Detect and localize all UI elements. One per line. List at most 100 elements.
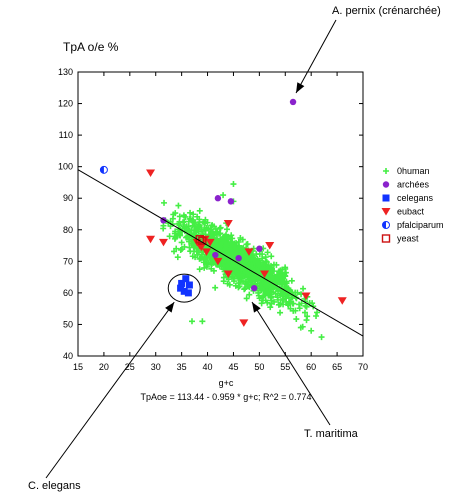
series-arch-es xyxy=(160,98,297,292)
data-point xyxy=(244,248,254,256)
data-point xyxy=(239,236,246,243)
data-point xyxy=(220,274,227,281)
data-point xyxy=(225,235,232,242)
data-point xyxy=(274,294,281,301)
legend-label: pfalciparum xyxy=(397,220,444,230)
data-point xyxy=(176,213,183,220)
regression-equation: TpAoe = 113.44 - 0.959 * g+c; R^2 = 0.77… xyxy=(141,392,312,402)
legend-item: eubact xyxy=(381,207,425,217)
legend-marker xyxy=(383,168,389,174)
data-point xyxy=(230,181,237,188)
data-point xyxy=(227,198,235,205)
legend-item: archées xyxy=(382,180,430,190)
data-point xyxy=(268,253,275,260)
y-tick-label: 90 xyxy=(63,193,73,203)
legend-label: celegans xyxy=(397,193,434,203)
legend-marker xyxy=(381,208,391,216)
data-point xyxy=(260,259,267,266)
data-point xyxy=(159,238,168,247)
data-point xyxy=(283,278,290,285)
data-point xyxy=(246,275,253,282)
data-point xyxy=(241,249,248,256)
data-point xyxy=(205,238,215,247)
data-point xyxy=(263,282,270,289)
data-point xyxy=(268,293,275,300)
legend-label: eubact xyxy=(397,207,425,217)
annotation-c-elegans: C. elegans xyxy=(28,480,81,492)
legend-label: archées xyxy=(397,180,430,190)
arrow-head xyxy=(296,82,305,93)
x-tick-label: 55 xyxy=(280,362,290,372)
data-point xyxy=(209,229,216,236)
data-point xyxy=(224,226,231,233)
y-tick-label: 50 xyxy=(63,319,73,329)
data-point xyxy=(203,224,210,231)
data-point xyxy=(256,245,263,252)
series-pfalciparum xyxy=(99,165,108,174)
arrow-shaft xyxy=(251,301,331,426)
y-tick-label: 110 xyxy=(59,130,73,140)
data-point xyxy=(202,216,209,223)
data-point xyxy=(240,259,247,266)
data-point xyxy=(246,291,253,298)
x-tick-label: 20 xyxy=(99,362,109,372)
x-tick-label: 60 xyxy=(306,362,316,372)
data-point xyxy=(301,309,308,316)
legend-marker xyxy=(382,221,390,229)
data-point xyxy=(223,219,233,228)
data-point xyxy=(172,210,179,217)
arrow-a-pernix xyxy=(295,19,337,94)
data-point xyxy=(263,289,270,296)
data-point xyxy=(235,284,242,291)
x-axis-label: g+c xyxy=(219,378,234,388)
data-point xyxy=(185,281,193,289)
arrow-c-elegans xyxy=(45,301,175,479)
data-point xyxy=(243,295,250,302)
data-point xyxy=(258,300,265,307)
data-point xyxy=(282,269,289,276)
x-tick-label: 45 xyxy=(228,362,238,372)
data-point xyxy=(268,269,275,276)
data-point xyxy=(257,280,264,287)
data-point xyxy=(308,327,315,334)
data-point xyxy=(213,231,220,238)
data-point xyxy=(175,202,182,209)
x-tick-label: 35 xyxy=(177,362,187,372)
data-point xyxy=(293,316,300,323)
x-tick-label: 65 xyxy=(332,362,342,372)
data-point xyxy=(223,262,230,269)
data-point xyxy=(302,302,309,309)
data-point xyxy=(256,262,263,269)
annotation-t-maritima: T. maritima xyxy=(304,428,359,440)
data-point xyxy=(196,266,203,273)
data-point xyxy=(304,313,311,320)
data-point xyxy=(241,286,248,293)
data-point xyxy=(199,318,206,325)
data-point xyxy=(180,287,188,295)
data-point xyxy=(296,305,303,312)
data-point xyxy=(196,243,206,252)
data-point xyxy=(314,309,321,316)
data-point xyxy=(184,234,191,241)
half-circle-fill xyxy=(100,166,104,174)
data-point xyxy=(277,287,284,294)
data-point xyxy=(200,259,207,266)
data-point xyxy=(222,234,229,241)
data-point xyxy=(292,289,299,296)
data-point xyxy=(182,223,189,230)
annotation-a-pernix: A. pernix (crénarchée) xyxy=(332,5,441,17)
data-point xyxy=(216,245,223,252)
data-point xyxy=(192,222,199,229)
data-point xyxy=(227,238,234,245)
half-circle-fill xyxy=(382,221,386,229)
data-point xyxy=(280,290,287,297)
y-tick-label: 100 xyxy=(58,162,73,172)
arrow-head xyxy=(165,302,175,313)
data-point xyxy=(313,313,320,320)
data-point xyxy=(289,98,297,106)
data-point xyxy=(178,279,186,287)
data-point xyxy=(288,277,295,284)
legend-marker xyxy=(382,194,390,202)
data-point xyxy=(256,295,263,302)
